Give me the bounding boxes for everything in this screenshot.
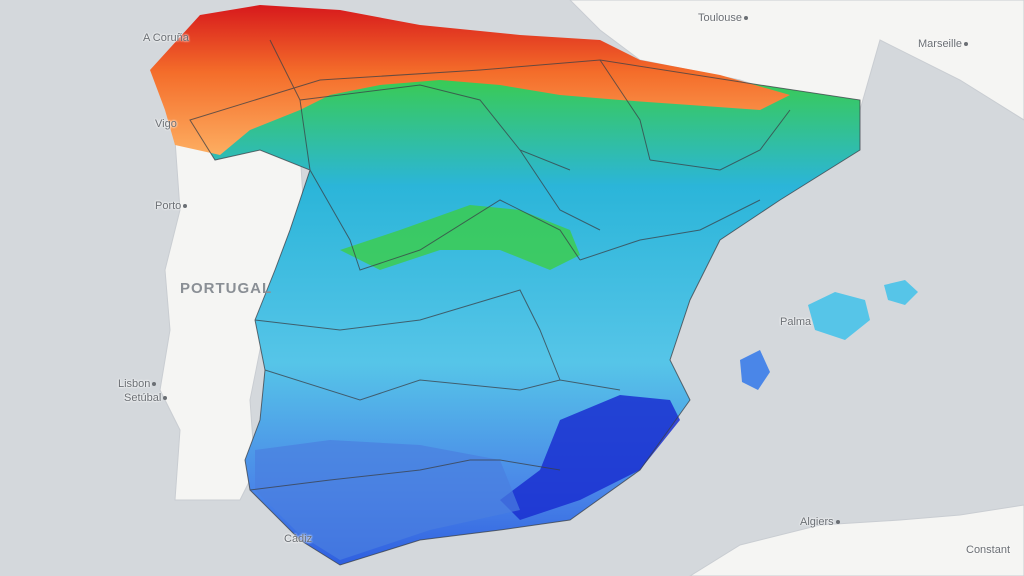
city-dot-icon xyxy=(964,42,969,47)
city-name: Algiers xyxy=(800,516,834,528)
ibiza-overlay xyxy=(740,350,770,390)
country-label-portugal: PORTUGAL xyxy=(180,280,273,297)
menorca-overlay xyxy=(884,280,918,305)
region-borders xyxy=(189,39,861,566)
city-label-a-coruna: A Coruña xyxy=(143,32,189,44)
city-label-setubal: Setúbal xyxy=(124,392,168,404)
city-label-marseille: Marseille xyxy=(918,38,969,50)
city-name: Setúbal xyxy=(124,392,162,404)
overlay-southeast-dark xyxy=(500,395,680,520)
city-label-constantine: Constant xyxy=(966,544,1010,556)
city-label-palma: Palma xyxy=(780,316,811,328)
city-label-toulouse: Toulouse xyxy=(698,12,749,24)
overlay-south-mid xyxy=(255,440,520,560)
city-name: Marseille xyxy=(918,38,963,50)
city-name: Toulouse xyxy=(698,12,743,24)
city-name: Constant xyxy=(966,544,1011,556)
city-dot-icon xyxy=(835,520,840,525)
city-dot-icon xyxy=(183,204,188,209)
city-name: Vigo xyxy=(155,118,177,130)
city-name: Porto xyxy=(155,200,182,212)
north-africa-land xyxy=(689,504,1024,576)
city-label-cadiz: Cádiz xyxy=(284,533,312,545)
city-dot-icon xyxy=(152,382,157,387)
city-name: A Coruña xyxy=(143,32,189,44)
city-label-algiers: Algiers xyxy=(800,516,840,528)
city-label-porto: Porto xyxy=(155,200,188,212)
city-label-lisbon: Lisbon xyxy=(118,378,157,390)
spain-overlay-north xyxy=(150,5,790,155)
city-dot-icon xyxy=(744,16,749,21)
overlay-green-band xyxy=(340,205,580,270)
city-name: Palma xyxy=(780,316,812,328)
city-label-vigo: Vigo xyxy=(155,118,177,130)
city-name: Cádiz xyxy=(284,533,313,545)
city-name: Lisbon xyxy=(118,378,151,390)
mallorca-overlay xyxy=(808,292,870,340)
city-dot-icon xyxy=(163,396,168,401)
spain-overlay-main xyxy=(190,60,860,565)
